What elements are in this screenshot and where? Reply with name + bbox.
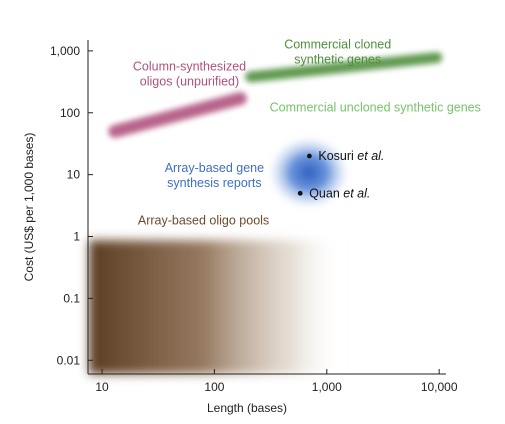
commercial-cloned-synthetic-genes-band	[245, 52, 443, 83]
x-ticks: 10 100 1,000 10,000	[95, 369, 458, 394]
kosuri-point	[306, 153, 312, 159]
commercial-cloned-synthetic-genes-label-line: Commercial cloned	[284, 37, 391, 51]
array-based-gene-synthesis-reports-label-line: synthesis reports	[167, 176, 261, 190]
axes: 10 100 1,000 10,000 0.01 0.1 1 10 100 1,000 Leng…	[22, 40, 458, 415]
array-based-oligo-pools-area	[89, 240, 343, 374]
regions-layer	[89, 52, 443, 374]
y-ticks: 0.01 0.1 1 10 100 1,000	[50, 44, 93, 367]
quan-point	[297, 190, 303, 196]
x-tick-label: 10,000	[421, 380, 458, 394]
commercial-uncloned-synthetic-genes-label-line: Commercial uncloned synthetic genes	[270, 100, 481, 114]
column-synthesized-oligos-unpurified-label-line: Column-synthesized	[133, 60, 246, 74]
y-axis-label: Cost (US$ per 1,000 bases)	[22, 133, 36, 282]
points-layer: Kosuri et al.Quan et al.	[297, 149, 384, 200]
y-tick-label: 1,000	[50, 44, 80, 58]
commercial-uncloned-synthetic-genes-label: Commercial uncloned synthetic genes	[270, 100, 481, 114]
commercial-cloned-synthetic-genes-label: Commercial cloned synthetic genes	[284, 37, 391, 66]
x-tick-label: 100	[204, 380, 224, 394]
x-axis-label: Length (bases)	[207, 401, 287, 415]
column-synthesized-oligos-unpurified-band	[108, 92, 247, 138]
column-synthesized-oligos-unpurified-label-line: oligos (unpurified)	[140, 75, 239, 89]
y-tick-label: 0.1	[63, 291, 80, 305]
column-synthesized-oligos-unpurified-label: Column-synthesized oligos (unpurified)	[133, 60, 246, 89]
kosuri-point-label: Kosuri et al.	[318, 149, 384, 163]
point-name: Kosuri	[318, 149, 353, 163]
array-based-oligo-pools-label: Array-based oligo pools	[138, 214, 269, 228]
array-based-gene-synthesis-reports-blob	[268, 136, 349, 209]
x-tick-label: 1,000	[312, 380, 342, 394]
x-tick-label: 10	[95, 380, 109, 394]
y-tick-label: 10	[67, 168, 81, 182]
array-based-gene-synthesis-reports-label: Array-based gene synthesis reports	[165, 161, 264, 190]
point-suffix: et al.	[340, 186, 371, 200]
quan-point-label: Quan et al.	[309, 186, 370, 200]
array-based-gene-synthesis-reports-label-line: Array-based gene	[165, 161, 264, 175]
point-suffix: et al.	[354, 149, 385, 163]
y-tick-label: 1	[73, 230, 80, 244]
array-based-oligo-pools-label-line: Array-based oligo pools	[138, 214, 269, 228]
y-tick-label: 0.01	[57, 353, 81, 367]
commercial-cloned-synthetic-genes-label-line: synthetic genes	[294, 52, 381, 66]
y-tick-label: 100	[60, 106, 80, 120]
point-name: Quan	[309, 186, 340, 200]
region-labels-layer: Column-synthesized oligos (unpurified) Com…	[133, 37, 481, 227]
